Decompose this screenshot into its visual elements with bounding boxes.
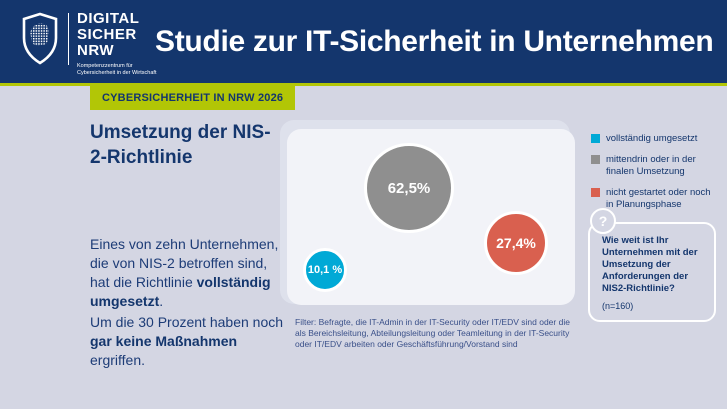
- logo-word-nrw: NRW: [77, 42, 115, 59]
- bubble-fully-implemented: 10,1 %: [303, 248, 347, 292]
- study-badge-label: CYBERSICHERHEIT IN NRW 2026: [102, 92, 284, 104]
- survey-question-box: Wie weit ist Ihr Unternehmen mit der Ums…: [588, 222, 716, 322]
- paragraph2-end: ergriffen.: [90, 352, 145, 368]
- digital-sicher-nrw-logo: DIGITAL SICHER NRW Kompetenzzentrum für …: [20, 11, 156, 77]
- filter-note: Filter: Befragte, die IT-Admin in der IT…: [295, 317, 570, 349]
- logo-wordmark: DIGITAL SICHER NRW Kompetenzzentrum für …: [77, 11, 156, 77]
- sample-size: (n=160): [602, 301, 634, 311]
- legend-swatch-cyan: [591, 134, 600, 143]
- paragraph1-text: Eines von zehn Unternehmen, die von NIS-…: [90, 236, 279, 290]
- bubble-fully-implemented-value: 10,1 %: [307, 264, 343, 276]
- logo-tagline-line2: Cybersicherheit in der Wirtschaft: [77, 70, 157, 76]
- bubble-chart-card: 62,5% 27,4% 10,1 %: [287, 129, 575, 305]
- legend-swatch-red: [591, 188, 600, 197]
- paragraph1-end: .: [159, 293, 164, 309]
- bubble-not-started-value: 27,4%: [496, 235, 536, 251]
- legend-label: mittendrin oder in der finalen Umsetzung: [606, 154, 696, 177]
- legend-item-fully-implemented: vollständig umgesetzt: [591, 133, 721, 145]
- logo-divider: [68, 13, 69, 65]
- legend-label: vollständig umgesetzt: [606, 133, 698, 144]
- paragraph2-text: Um die 30 Prozent haben noch: [90, 314, 284, 330]
- legend-swatch-gray: [591, 155, 600, 164]
- question-mark-icon: ?: [590, 208, 616, 234]
- header-accent-rule: [0, 83, 727, 86]
- legend-item-in-progress: mittendrin oder in der finalen Umsetzung: [591, 154, 721, 178]
- logo-word-sicher: SICHER: [77, 26, 137, 43]
- survey-question-text: Wie weit ist Ihr Unternehmen mit der Ums…: [602, 235, 698, 294]
- logo-tagline: Kompetenzzentrum für Cybersicherheit in …: [77, 63, 156, 77]
- bubble-in-progress: 62,5%: [364, 143, 454, 233]
- legend-item-not-started: nicht gestartet oder noch in Planungspha…: [591, 187, 721, 211]
- page-title: Studie zur IT-Sicherheit in Unternehmen: [155, 24, 714, 58]
- section-heading: Umsetzung der NIS-2-Richtlinie: [90, 122, 271, 168]
- bubble-not-started: 27,4%: [484, 211, 548, 275]
- key-finding-paragraph-1: Eines von zehn Unternehmen, die von NIS-…: [90, 235, 286, 311]
- header-bar: DIGITAL SICHER NRW Kompetenzzentrum für …: [0, 0, 727, 83]
- shield-nrw-icon: [22, 12, 58, 65]
- study-badge: CYBERSICHERHEIT IN NRW 2026: [90, 86, 296, 110]
- logo-tagline-line1: Kompetenzzentrum für: [77, 63, 133, 69]
- bubble-in-progress-value: 62,5%: [387, 179, 431, 197]
- chart-legend: vollständig umgesetzt mittendrin oder in…: [591, 133, 721, 211]
- logo-word-digital: DIGITAL: [77, 10, 140, 27]
- legend-label: nicht gestartet oder noch in Planungspha…: [606, 187, 711, 210]
- paragraph1-highlight: vollständig umgesetzt: [90, 274, 271, 309]
- paragraph2-highlight: gar keine Maßnahmen: [90, 333, 238, 349]
- key-finding-paragraph-2: Um die 30 Prozent haben noch gar keine M…: [90, 313, 286, 370]
